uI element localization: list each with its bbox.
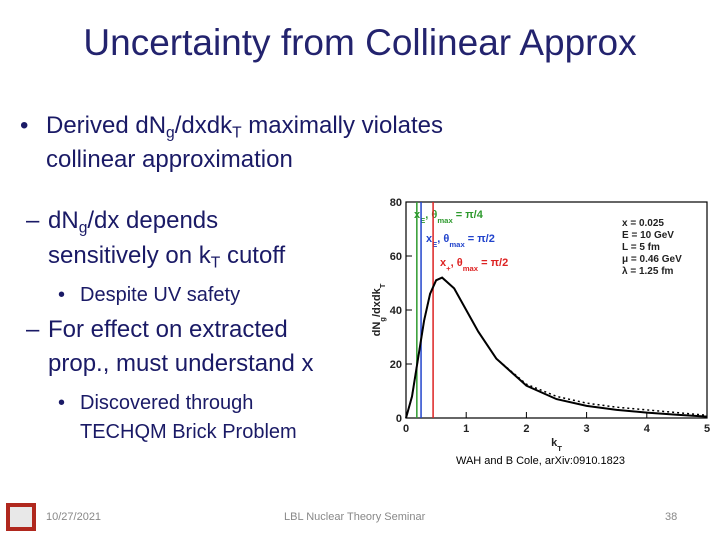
y-tick-label: 60: [390, 251, 402, 263]
text-run: x: [414, 209, 421, 221]
text-run: sensitively on k: [48, 242, 211, 269]
text-run: /dxdk: [174, 112, 233, 139]
text-run: T: [210, 254, 221, 272]
cutoff-label: xE, θmax = π/4: [414, 209, 484, 225]
text-run: = π/2: [478, 257, 508, 269]
footer-event: LBL Nuclear Theory Seminar: [284, 511, 426, 523]
text-run: , θ: [451, 257, 463, 269]
text-run: x: [426, 233, 433, 245]
footer-page: 38: [665, 511, 678, 523]
text-run: For effect on extracted: [48, 316, 288, 343]
bullet-marker: –: [26, 207, 40, 234]
x-tick-label: 1: [463, 423, 469, 435]
text-run: /dx depends: [87, 207, 219, 234]
text-run: = π/4: [453, 209, 484, 221]
bullet-marker: •: [58, 392, 66, 414]
bullet-marker: –: [26, 316, 40, 343]
text-run: = π/2: [465, 233, 495, 245]
text-run: x: [440, 257, 447, 269]
bullet-line: prop., must understand x: [48, 350, 313, 378]
y-tick-label: 20: [390, 359, 402, 371]
series-line: [405, 276, 708, 419]
parameter: L = 5 fm: [622, 242, 660, 253]
slide-title: Uncertainty from Collinear Approx: [83, 22, 637, 63]
x-tick-label: 5: [704, 423, 710, 435]
bullet-marker: •: [20, 112, 29, 139]
caption: WAH and B Cole, arXiv:0910.1823: [456, 455, 625, 467]
x-axis-label: kT: [551, 437, 562, 453]
cutoff-label: xE, θmax = π/2: [426, 233, 495, 249]
text-run: g: [78, 219, 88, 237]
parameter: λ = 1.25 fm: [622, 266, 674, 277]
text-run: Discovered through: [80, 392, 254, 414]
y-tick-label: 40: [390, 305, 402, 317]
text-run: dN: [371, 322, 383, 337]
text-run: max: [437, 216, 453, 225]
x-tick-label: 0: [403, 423, 409, 435]
y-axis-label: dNg/dxdkT: [371, 283, 387, 336]
text-run: /dxdk: [371, 287, 383, 317]
text-run: collinear approximation: [46, 146, 293, 173]
bullet-line: Derived dNg/dxdkT maximally violates: [46, 112, 443, 143]
parameter: x = 0.025: [622, 218, 664, 229]
text-run: +: [446, 264, 451, 273]
text-run: dN: [48, 207, 79, 234]
cutoff-label: x+, θmax = π/2: [440, 257, 508, 273]
text-run: k: [551, 437, 558, 449]
text-run: T: [557, 444, 562, 453]
text-run: , θ: [437, 233, 449, 245]
footer-date: 10/27/2021: [46, 511, 102, 523]
parameter: E = 10 GeV: [622, 230, 674, 241]
bullet-line: Discovered through: [80, 392, 253, 415]
bullet-line: For effect on extracted: [48, 316, 288, 344]
x-tick-label: 2: [523, 423, 529, 435]
y-tick-label: 0: [396, 413, 402, 425]
text-run: g: [378, 317, 387, 322]
text-run: , θ: [425, 209, 437, 221]
text-run: E: [432, 240, 437, 249]
parameter: μ = 0.46 GeV: [622, 254, 682, 265]
bullet-line: dNg/dx depends: [48, 207, 218, 238]
text-run: T: [378, 283, 387, 288]
text-run: g: [166, 124, 175, 142]
text-run: prop., must understand x: [48, 350, 314, 377]
text-run: Despite UV safety: [80, 284, 241, 306]
logo: [6, 503, 36, 531]
text-run: maximally violates: [241, 112, 444, 139]
text-run: max: [449, 240, 465, 249]
text-run: TECHQM Brick Problem: [80, 421, 297, 443]
text-run: cutoff: [220, 242, 286, 269]
bullet-line: Despite UV safety: [80, 284, 240, 307]
bullet-line: sensitively on kT cutoff: [48, 242, 285, 273]
series-line: [405, 276, 708, 419]
text-run: max: [463, 264, 479, 273]
bullet-marker: •: [58, 284, 66, 306]
text-run: Derived dN: [46, 112, 167, 139]
text-run: T: [232, 124, 242, 142]
x-tick-label: 3: [584, 423, 590, 435]
bullet-line: collinear approximation: [46, 146, 293, 174]
x-tick-label: 4: [644, 423, 651, 435]
y-tick-label: 80: [390, 197, 402, 209]
text-run: E: [420, 216, 425, 225]
bullet-line: TECHQM Brick Problem: [80, 421, 297, 444]
